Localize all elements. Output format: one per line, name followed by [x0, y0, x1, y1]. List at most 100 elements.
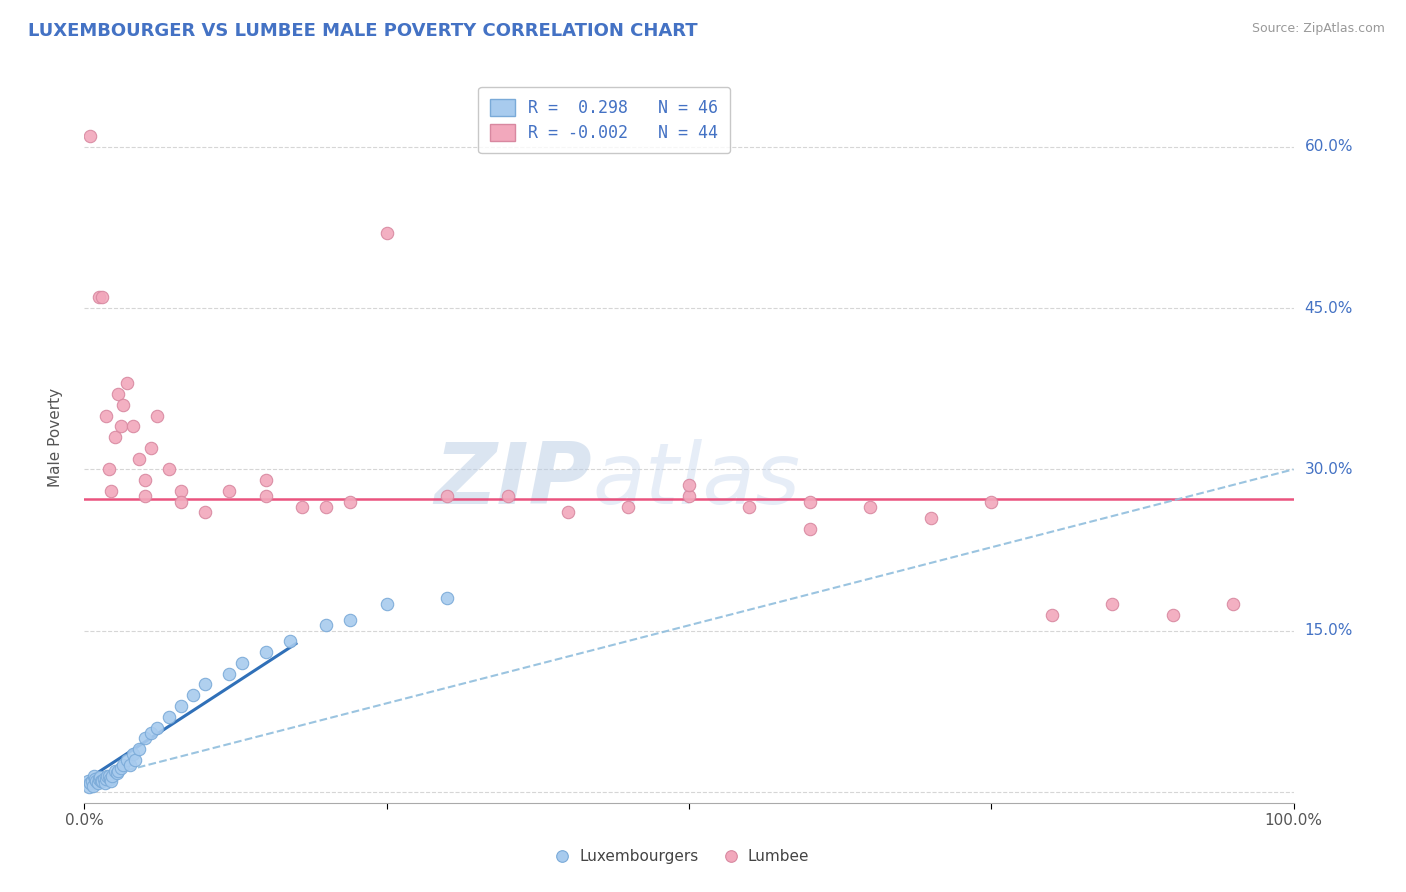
Point [720, 849, 742, 863]
Point [799, 494, 821, 508]
Point [1101, 597, 1123, 611]
Point [100, 774, 122, 789]
Point [170, 483, 193, 498]
Point [89, 770, 111, 784]
Point [218, 483, 240, 498]
Point [94, 409, 117, 423]
Point [859, 500, 882, 514]
Point [194, 505, 217, 519]
Point [920, 510, 942, 524]
Point [128, 451, 150, 466]
Point [291, 500, 314, 514]
Point [134, 731, 156, 746]
Point [121, 419, 143, 434]
Point [124, 753, 146, 767]
Point [254, 489, 277, 503]
Text: atlas: atlas [592, 440, 800, 523]
Point [107, 764, 129, 778]
Point [157, 462, 180, 476]
Point [94, 772, 117, 786]
Point [1222, 597, 1244, 611]
Point [678, 478, 700, 492]
Point [80, 774, 103, 789]
Point [194, 677, 217, 691]
Point [436, 591, 458, 606]
Point [139, 441, 162, 455]
Text: ZIP: ZIP [434, 440, 592, 523]
Point [77, 774, 100, 789]
Point [93, 772, 115, 786]
Point [157, 710, 180, 724]
Point [496, 489, 519, 503]
Point [77, 780, 100, 794]
Point [278, 634, 301, 648]
Point [79, 776, 101, 790]
Point [551, 849, 574, 863]
Point [436, 489, 458, 503]
Point [79, 128, 101, 143]
Point [170, 494, 193, 508]
Point [254, 473, 277, 487]
Point [112, 758, 135, 772]
Point [97, 769, 120, 783]
Text: 45.0%: 45.0% [1305, 301, 1353, 316]
Point [110, 761, 132, 775]
Text: Luxembourgers: Luxembourgers [579, 849, 699, 863]
Point [375, 597, 398, 611]
Point [98, 772, 121, 786]
Point [107, 387, 129, 401]
Point [980, 494, 1002, 508]
Point [139, 726, 162, 740]
Point [121, 747, 143, 762]
Point [86, 776, 108, 790]
Point [738, 500, 761, 514]
Point [90, 774, 112, 789]
Point [315, 500, 337, 514]
Point [97, 462, 120, 476]
Point [115, 753, 138, 767]
Point [678, 489, 700, 503]
Point [120, 758, 142, 772]
Point [146, 721, 169, 735]
Text: 60.0%: 60.0% [1305, 139, 1353, 154]
Point [82, 779, 104, 793]
Text: LUXEMBOURGER VS LUMBEE MALE POVERTY CORRELATION CHART: LUXEMBOURGER VS LUMBEE MALE POVERTY CORR… [28, 22, 697, 40]
Point [112, 398, 135, 412]
Point [339, 494, 361, 508]
Point [86, 774, 108, 789]
Point [254, 645, 277, 659]
Point [91, 290, 114, 304]
Point [84, 772, 107, 786]
Point [83, 769, 105, 783]
Point [115, 376, 138, 391]
Point [181, 688, 204, 702]
Point [87, 290, 110, 304]
Point [146, 409, 169, 423]
Point [375, 226, 398, 240]
Point [110, 419, 132, 434]
Point [101, 769, 124, 783]
Point [134, 489, 156, 503]
Point [1040, 607, 1063, 622]
Point [128, 742, 150, 756]
Text: 15.0%: 15.0% [1305, 624, 1353, 638]
Point [218, 666, 240, 681]
Point [617, 500, 640, 514]
Point [799, 521, 821, 535]
Point [91, 774, 114, 789]
Point [94, 776, 117, 790]
Point [105, 765, 128, 780]
Y-axis label: Male Poverty: Male Poverty [48, 387, 63, 487]
Point [557, 505, 579, 519]
Point [104, 430, 127, 444]
Point [134, 473, 156, 487]
Point [231, 656, 253, 670]
Point [339, 613, 361, 627]
Legend: R =  0.298   N = 46, R = -0.002   N = 44: R = 0.298 N = 46, R = -0.002 N = 44 [478, 87, 730, 153]
Point [87, 772, 110, 786]
Text: Source: ZipAtlas.com: Source: ZipAtlas.com [1251, 22, 1385, 36]
Point [1161, 607, 1184, 622]
Text: Lumbee: Lumbee [748, 849, 810, 863]
Point [170, 698, 193, 713]
Point [100, 483, 122, 498]
